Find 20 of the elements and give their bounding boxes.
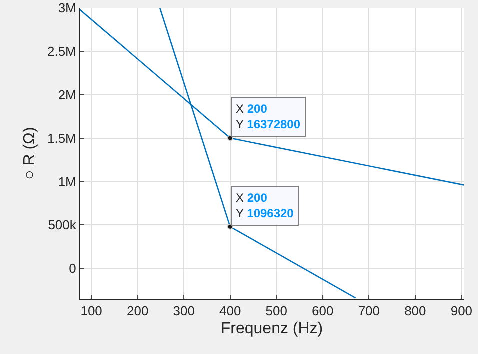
- x-tick-label: 600: [312, 304, 334, 319]
- annotation: X 200 Y 1096320: [236, 191, 294, 221]
- y-tick-label: 1M: [58, 174, 76, 190]
- y-axis-title: ○ R (Ω): [21, 127, 38, 180]
- y-tick-label: 1.5M: [47, 130, 76, 146]
- y-tick-label: 2.5M: [47, 44, 76, 59]
- x-tick-label: 400: [220, 304, 242, 319]
- x-tick-label: 800: [404, 304, 426, 319]
- x-tick-label: 100: [80, 304, 102, 319]
- y-tick-label: 0: [69, 261, 76, 276]
- x-tick-label: 700: [358, 304, 380, 319]
- x-axis-title: Frequenz (Hz): [220, 320, 324, 338]
- y-tick-label: 3M: [58, 0, 76, 16]
- annotation: X 200 Y 16372800: [236, 102, 301, 132]
- y-tick-label: 2M: [58, 87, 76, 102]
- x-tick-label: 900: [450, 304, 473, 319]
- y-tick-label: 500k: [48, 218, 77, 233]
- x-tick-label: 500: [266, 304, 288, 319]
- x-tick-label: 200: [126, 304, 149, 319]
- x-tick-label: 300: [173, 304, 195, 319]
